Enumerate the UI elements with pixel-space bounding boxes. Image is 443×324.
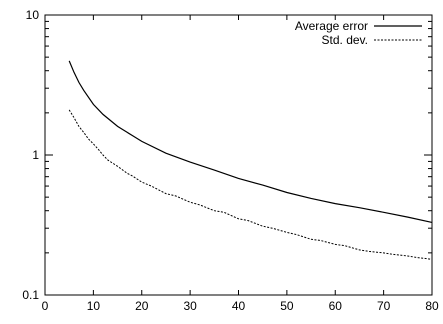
x-axis: 0 10 20 30 40 50 60 70 80 xyxy=(42,15,439,313)
series-line-std-dev xyxy=(68,109,433,260)
y-tick-label: 1 xyxy=(32,148,39,162)
x-tick-label: 10 xyxy=(87,299,101,313)
x-tick-label: 50 xyxy=(280,299,294,313)
x-tick-label: 20 xyxy=(135,299,149,313)
legend-label: Average error xyxy=(295,19,368,33)
x-tick-label: 0 xyxy=(42,299,49,313)
y-axis: 0.1 1 10 xyxy=(22,8,432,302)
legend-label: Std. dev. xyxy=(322,33,368,47)
x-tick-label: 70 xyxy=(377,299,391,313)
y-tick-label: 10 xyxy=(26,8,40,22)
x-tick-label: 60 xyxy=(329,299,343,313)
x-tick-label: 40 xyxy=(232,299,246,313)
series-layer xyxy=(68,60,433,260)
x-tick-label: 30 xyxy=(183,299,197,313)
y-tick-label: 0.1 xyxy=(22,288,39,302)
x-tick-label: 80 xyxy=(425,299,439,313)
series-line-average-error xyxy=(68,60,433,223)
